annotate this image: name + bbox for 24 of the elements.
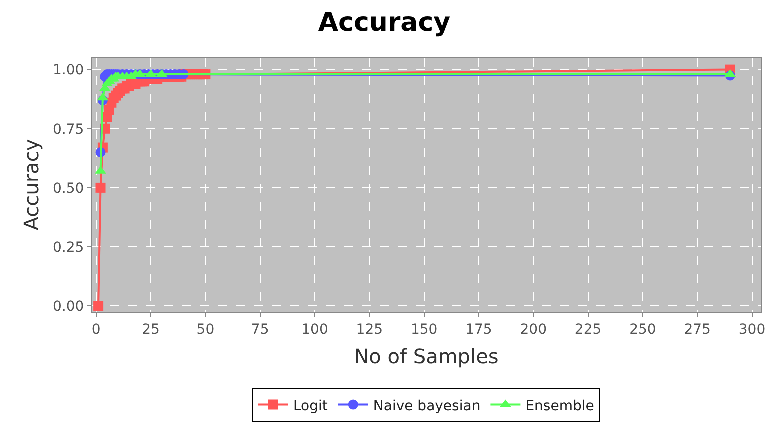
legend-label: Naive bayesian bbox=[373, 398, 481, 414]
x-tick-label: 125 bbox=[356, 322, 384, 338]
x-tick-label: 200 bbox=[520, 322, 547, 338]
x-tick-label: 100 bbox=[302, 322, 328, 338]
x-tick-label: 300 bbox=[738, 322, 766, 338]
y-tick-label: 0.50 bbox=[53, 180, 84, 197]
x-tick-label: 25 bbox=[142, 322, 160, 338]
x-tick-label: 0 bbox=[92, 322, 101, 338]
x-tick-label: 225 bbox=[574, 322, 602, 338]
y-tick-label: 1.00 bbox=[53, 62, 84, 79]
x-tick-label: 250 bbox=[630, 322, 656, 338]
x-tick-label: 50 bbox=[196, 322, 215, 338]
y-tick-label: 0.75 bbox=[53, 122, 84, 138]
x-axis-title: No of Samples bbox=[354, 344, 499, 368]
y-tick-label: 0.00 bbox=[53, 298, 84, 315]
chart-title: Accuracy bbox=[318, 8, 451, 38]
legend-label: Ensemble bbox=[526, 398, 594, 414]
x-tick-label: 150 bbox=[410, 322, 438, 338]
y-tick-label: 0.25 bbox=[53, 240, 84, 256]
y-axis-title: Accuracy bbox=[20, 139, 44, 231]
x-tick-label: 175 bbox=[466, 322, 492, 338]
x-tick-label: 275 bbox=[684, 322, 711, 338]
x-tick-label: 75 bbox=[251, 322, 270, 338]
legend-label: Logit bbox=[294, 398, 328, 414]
